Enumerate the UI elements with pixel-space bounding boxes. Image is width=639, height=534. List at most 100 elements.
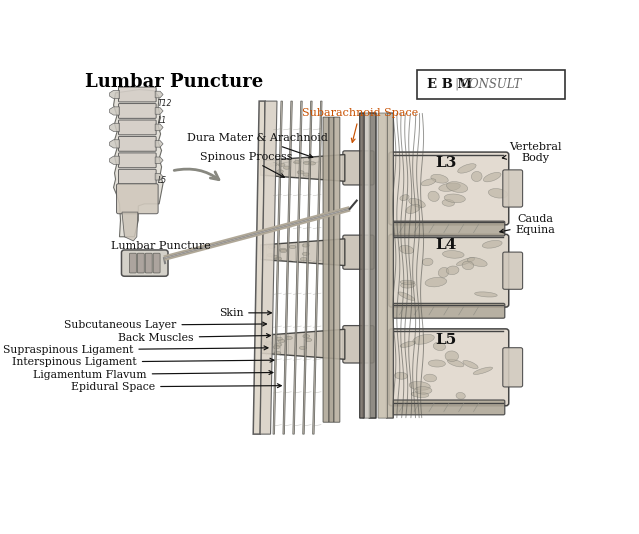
- Polygon shape: [312, 101, 322, 434]
- Ellipse shape: [275, 257, 282, 260]
- Ellipse shape: [297, 171, 304, 174]
- FancyBboxPatch shape: [121, 250, 168, 276]
- Ellipse shape: [456, 392, 465, 399]
- Text: L3: L3: [436, 156, 457, 170]
- Ellipse shape: [445, 351, 459, 362]
- Ellipse shape: [268, 245, 275, 248]
- FancyBboxPatch shape: [118, 104, 156, 119]
- Ellipse shape: [277, 170, 283, 173]
- Polygon shape: [155, 140, 163, 147]
- Polygon shape: [110, 107, 119, 115]
- FancyBboxPatch shape: [118, 153, 156, 168]
- Ellipse shape: [304, 161, 311, 164]
- Ellipse shape: [303, 173, 310, 176]
- Text: Ligamentum Flavum: Ligamentum Flavum: [33, 370, 273, 380]
- Ellipse shape: [294, 161, 301, 164]
- Text: |: |: [454, 78, 458, 91]
- Ellipse shape: [447, 359, 464, 367]
- Ellipse shape: [428, 360, 445, 367]
- Ellipse shape: [278, 339, 285, 343]
- Ellipse shape: [433, 342, 445, 350]
- Ellipse shape: [398, 292, 415, 301]
- Polygon shape: [110, 90, 119, 99]
- Text: Subarachnoid Space: Subarachnoid Space: [302, 108, 418, 143]
- Polygon shape: [122, 212, 138, 241]
- Ellipse shape: [394, 372, 408, 379]
- FancyBboxPatch shape: [393, 303, 505, 318]
- FancyBboxPatch shape: [145, 253, 152, 273]
- Text: Supraspinous Ligament: Supraspinous Ligament: [3, 345, 268, 355]
- Polygon shape: [155, 108, 163, 114]
- Ellipse shape: [425, 277, 447, 287]
- FancyBboxPatch shape: [389, 234, 509, 307]
- Polygon shape: [283, 101, 292, 434]
- Ellipse shape: [273, 345, 280, 349]
- Ellipse shape: [442, 200, 454, 206]
- Ellipse shape: [289, 245, 296, 249]
- Ellipse shape: [467, 257, 487, 266]
- Text: Vertebral
Body: Vertebral Body: [502, 142, 562, 163]
- FancyBboxPatch shape: [329, 117, 334, 422]
- Ellipse shape: [421, 179, 436, 186]
- Text: L1: L1: [158, 116, 167, 125]
- Ellipse shape: [458, 164, 476, 173]
- Ellipse shape: [442, 250, 464, 258]
- Ellipse shape: [447, 182, 468, 192]
- FancyBboxPatch shape: [369, 113, 376, 418]
- Text: Cauda
Equina: Cauda Equina: [500, 214, 555, 235]
- Ellipse shape: [275, 337, 282, 341]
- Ellipse shape: [456, 257, 475, 265]
- Ellipse shape: [280, 248, 286, 252]
- Text: Spinous Process: Spinous Process: [199, 152, 292, 177]
- Ellipse shape: [270, 163, 277, 166]
- Ellipse shape: [275, 343, 282, 346]
- Ellipse shape: [305, 339, 312, 342]
- Polygon shape: [155, 91, 163, 98]
- Ellipse shape: [428, 191, 439, 201]
- Text: CONSULT: CONSULT: [460, 78, 521, 91]
- Ellipse shape: [431, 174, 448, 183]
- FancyBboxPatch shape: [334, 117, 340, 422]
- Ellipse shape: [484, 172, 501, 182]
- Ellipse shape: [302, 244, 309, 247]
- Polygon shape: [261, 329, 345, 359]
- FancyBboxPatch shape: [363, 113, 370, 418]
- Polygon shape: [261, 154, 345, 181]
- Ellipse shape: [265, 342, 272, 345]
- Polygon shape: [261, 239, 345, 265]
- Ellipse shape: [488, 189, 507, 198]
- Ellipse shape: [409, 381, 430, 390]
- FancyBboxPatch shape: [393, 400, 505, 415]
- FancyBboxPatch shape: [389, 152, 509, 225]
- Text: Dura Mater & Arachnoid: Dura Mater & Arachnoid: [187, 133, 328, 158]
- FancyBboxPatch shape: [116, 184, 158, 214]
- FancyBboxPatch shape: [137, 253, 144, 273]
- FancyBboxPatch shape: [360, 113, 364, 418]
- Ellipse shape: [274, 351, 281, 355]
- FancyBboxPatch shape: [503, 252, 523, 289]
- Ellipse shape: [408, 198, 426, 208]
- Ellipse shape: [399, 245, 413, 254]
- FancyBboxPatch shape: [129, 253, 136, 273]
- Ellipse shape: [278, 163, 285, 167]
- Ellipse shape: [302, 252, 309, 255]
- FancyBboxPatch shape: [118, 137, 156, 151]
- Text: Back Muscles: Back Muscles: [118, 333, 270, 342]
- FancyBboxPatch shape: [503, 348, 523, 387]
- Ellipse shape: [473, 367, 493, 374]
- Polygon shape: [253, 101, 265, 434]
- FancyBboxPatch shape: [343, 151, 374, 185]
- Text: L4: L4: [436, 238, 457, 252]
- Text: Skin: Skin: [219, 308, 272, 318]
- Ellipse shape: [446, 266, 459, 274]
- Ellipse shape: [482, 240, 502, 248]
- Text: Lumbar Puncture: Lumbar Puncture: [111, 241, 210, 251]
- Text: E B M: E B M: [427, 78, 472, 91]
- Ellipse shape: [411, 392, 429, 397]
- FancyBboxPatch shape: [153, 253, 160, 273]
- Text: Interspinous Ligament: Interspinous Ligament: [12, 357, 274, 367]
- Ellipse shape: [472, 171, 482, 182]
- Polygon shape: [273, 101, 282, 434]
- Text: L5: L5: [436, 333, 457, 347]
- Ellipse shape: [400, 195, 409, 201]
